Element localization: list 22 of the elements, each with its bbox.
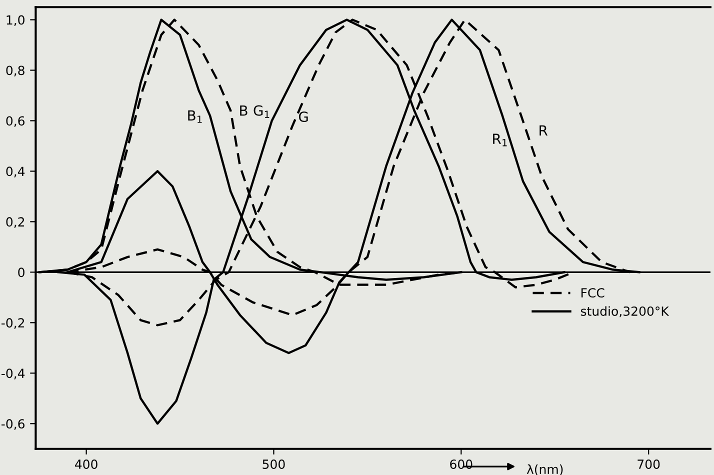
annotation: G [298,112,308,122]
annotation: G$_{1}$ [254,105,270,118]
annotation: B$_{1}$ [188,110,202,123]
y-tick-label: 0,2 [6,217,24,228]
y-tick-label: -0,4 [2,368,25,380]
annotation: B [240,106,248,116]
y-tick-label: 0,6 [6,116,24,127]
y-tick-label: 0 [18,268,24,278]
x-tick-label: 400 [74,460,98,469]
y-tick-label: 1,0 [6,15,24,26]
y-tick-label: 0,8 [6,66,24,76]
annotation: R$_{1}$ [493,134,507,146]
x-tick-label: 500 [262,460,285,469]
annotation: R [540,125,548,136]
legend-label: FCC [581,288,604,298]
y-tick-label: -0,6 [2,419,24,430]
y-tick-label: 0,4 [6,166,25,178]
x-tick-label: 700 [638,460,660,469]
x-tick-label: 600 [450,460,472,469]
legend-label: studio,3200°K [580,306,670,318]
x-axis-title: λ(nm) [526,464,563,475]
y-tick-label: -0,2 [2,318,24,329]
